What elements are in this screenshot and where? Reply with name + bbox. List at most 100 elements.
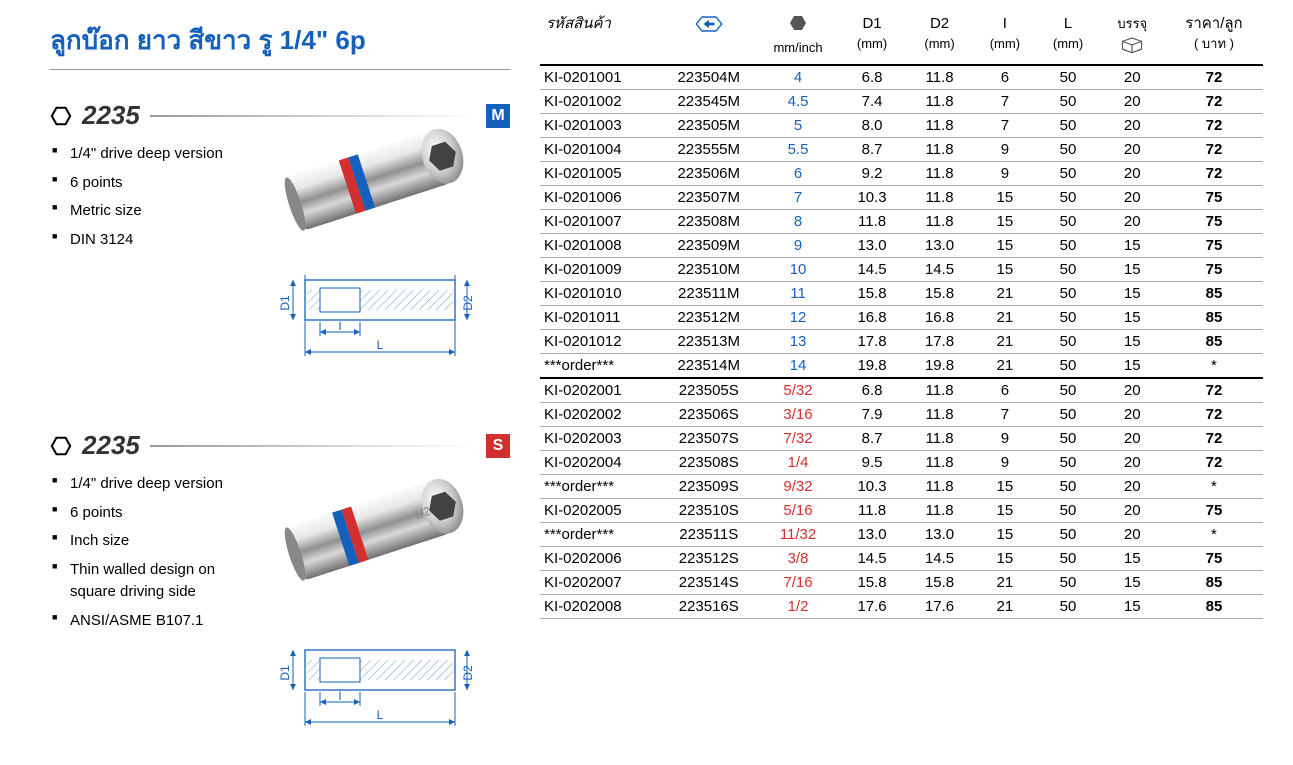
table-row: KI-0201009223510M1014.514.515501575	[540, 258, 1263, 282]
cell-pn: 223545M	[660, 90, 758, 114]
cell-price: 72	[1165, 451, 1263, 475]
bullet-item: 1/4" drive deep version	[50, 473, 250, 496]
cell-code: ***order***	[540, 354, 660, 379]
cell-l: 50	[1036, 282, 1099, 306]
cell-pack: 15	[1100, 595, 1165, 619]
cell-d1: 19.8	[838, 354, 906, 379]
svg-text:D2: D2	[461, 295, 475, 311]
cell-code: KI-0201003	[540, 114, 660, 138]
cell-code: KI-0201001	[540, 65, 660, 90]
cell-price: 85	[1165, 282, 1263, 306]
bullet-item: ANSI/ASME B107.1	[50, 610, 250, 633]
cell-i: 7	[973, 90, 1036, 114]
cell-price: 72	[1165, 403, 1263, 427]
cell-i: 21	[973, 306, 1036, 330]
cell-pn: 223507S	[660, 427, 758, 451]
cell-code: KI-0201006	[540, 186, 660, 210]
cell-d1: 16.8	[838, 306, 906, 330]
svg-text:D1: D1	[278, 665, 292, 681]
hex-outline-icon	[50, 435, 72, 457]
cell-d1: 11.8	[838, 499, 906, 523]
cell-l: 50	[1036, 90, 1099, 114]
hex-filled-icon	[789, 14, 807, 32]
cell-d2: 13.0	[906, 234, 974, 258]
table-row: KI-0201010223511M1115.815.821501585	[540, 282, 1263, 306]
cell-price: 72	[1165, 114, 1263, 138]
right-column: รหัสสินค้า mm/inch D1(mm) D	[530, 0, 1293, 765]
table-row: KI-0202001223505S5/326.811.86502072	[540, 378, 1263, 403]
cell-size: 7/16	[758, 571, 839, 595]
cell-pack: 15	[1100, 547, 1165, 571]
cell-price: 75	[1165, 186, 1263, 210]
socket-photo-s: 1/2	[260, 460, 490, 590]
dimension-diagram-s: D1 D2 I L	[265, 630, 485, 740]
cell-l: 50	[1036, 162, 1099, 186]
cell-size: 3/16	[758, 403, 839, 427]
th-d2: D2(mm)	[906, 10, 974, 63]
cell-pack: 15	[1100, 330, 1165, 354]
cell-d1: 8.0	[838, 114, 906, 138]
cell-price: 72	[1165, 138, 1263, 162]
table-row: KI-0202006223512S3/814.514.515501575	[540, 547, 1263, 571]
cell-price: 72	[1165, 162, 1263, 186]
cell-pn: 223516S	[660, 595, 758, 619]
cell-l: 50	[1036, 403, 1099, 427]
svg-text:L: L	[377, 338, 384, 352]
cell-code: KI-0202008	[540, 595, 660, 619]
cell-size: 12	[758, 306, 839, 330]
cell-code: KI-0201011	[540, 306, 660, 330]
cell-l: 50	[1036, 595, 1099, 619]
cell-price: 75	[1165, 234, 1263, 258]
cell-pn: 223504M	[660, 65, 758, 90]
cell-d1: 14.5	[838, 258, 906, 282]
cell-pn: 223505M	[660, 114, 758, 138]
socket-photo-m	[260, 110, 490, 240]
cell-d1: 14.5	[838, 547, 906, 571]
tbody-inch: KI-0202001223505S5/326.811.86502072 KI-02…	[540, 378, 1263, 619]
cell-size: 6	[758, 162, 839, 186]
cell-d2: 11.8	[906, 162, 974, 186]
table-row: KI-0202004223508S1/49.511.89502072	[540, 451, 1263, 475]
table-row: ***order***223514M1419.819.8215015*	[540, 354, 1263, 379]
th-size: mm/inch	[758, 10, 839, 63]
gradient-line	[150, 445, 476, 447]
cell-pn: 223514M	[660, 354, 758, 379]
cell-i: 21	[973, 595, 1036, 619]
cell-d2: 15.8	[906, 282, 974, 306]
product-block-metric: 2235 M 1/4" drive deep version 6 points …	[50, 100, 510, 380]
cell-l: 50	[1036, 65, 1099, 90]
cell-pack: 15	[1100, 354, 1165, 379]
cell-i: 15	[973, 523, 1036, 547]
cell-d2: 11.8	[906, 114, 974, 138]
table-row: KI-0201004223555M5.58.711.89502072	[540, 138, 1263, 162]
cell-pack: 20	[1100, 523, 1165, 547]
cell-d2: 11.8	[906, 210, 974, 234]
cell-price: 75	[1165, 258, 1263, 282]
cell-l: 50	[1036, 114, 1099, 138]
cell-size: 9	[758, 234, 839, 258]
cell-d2: 11.8	[906, 90, 974, 114]
cell-l: 50	[1036, 451, 1099, 475]
cell-d2: 11.8	[906, 403, 974, 427]
cell-pn: 223511M	[660, 282, 758, 306]
cell-i: 15	[973, 547, 1036, 571]
cell-price: 72	[1165, 65, 1263, 90]
cell-pn: 223505S	[660, 378, 758, 403]
th-price: ราคา/ลูก( บาท )	[1165, 10, 1263, 63]
table-row: ***order***223511S11/3213.013.0155020*	[540, 523, 1263, 547]
cell-code: KI-0201008	[540, 234, 660, 258]
cell-pn: 223506M	[660, 162, 758, 186]
cell-i: 15	[973, 234, 1036, 258]
cell-pack: 20	[1100, 475, 1165, 499]
cell-i: 15	[973, 475, 1036, 499]
product-header-s: 2235 S	[50, 430, 510, 461]
table-row: KI-0202007223514S7/1615.815.821501585	[540, 571, 1263, 595]
cell-d2: 11.8	[906, 378, 974, 403]
bullet-item: 1/4" drive deep version	[50, 143, 250, 166]
cell-size: 5.5	[758, 138, 839, 162]
cell-size: 5/16	[758, 499, 839, 523]
cell-pn: 223510S	[660, 499, 758, 523]
sae-badge: S	[486, 434, 510, 458]
cell-d2: 16.8	[906, 306, 974, 330]
cell-size: 10	[758, 258, 839, 282]
